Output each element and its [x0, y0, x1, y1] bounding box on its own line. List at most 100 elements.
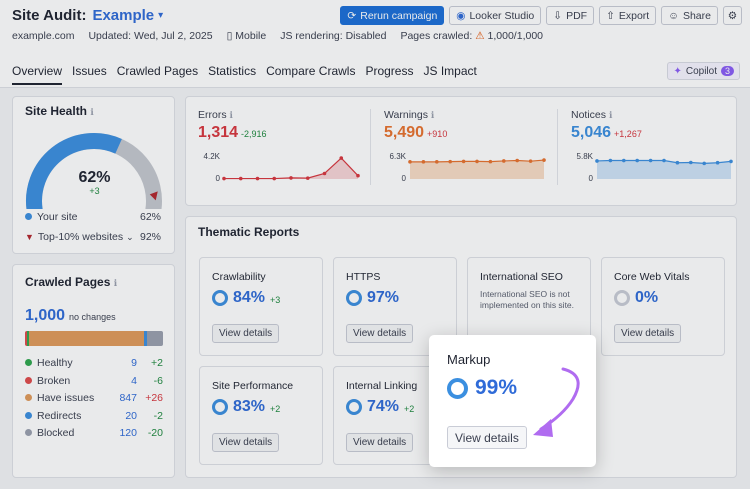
row-label: Broken — [37, 374, 71, 387]
row-label: Healthy — [37, 357, 73, 369]
tab-crawled-pages[interactable]: Crawled Pages — [116, 64, 199, 78]
info-icon[interactable]: ℹ — [608, 110, 613, 120]
legend-your-site: Your site 62% — [25, 211, 161, 223]
markup-report-card[interactable]: Markup 99% View details — [429, 335, 596, 467]
report-score: 84% +3 — [212, 289, 280, 307]
status-dot-icon — [25, 429, 32, 436]
crawled-total-value[interactable]: 1,000 — [25, 307, 66, 324]
crawled-row-redirects[interactable]: Redirects 20 -2 — [25, 410, 163, 422]
sparkline-point — [648, 158, 653, 163]
row-value[interactable]: 847 — [119, 392, 137, 404]
metric-errors[interactable]: Errors ℹ 1,314 -2,916 4.2K 0 — [198, 109, 360, 183]
sparkline-point — [675, 160, 680, 165]
tab-progress[interactable]: Progress — [365, 64, 414, 78]
report-pct: 0% — [635, 289, 659, 306]
info-icon[interactable]: ℹ — [430, 110, 435, 120]
domain-text: example.com — [12, 30, 75, 42]
report-crawlability[interactable]: Crawlability 84% +3 View details — [199, 257, 323, 356]
share-button[interactable]: ☺ Share — [661, 6, 718, 25]
report-name: International SEO — [480, 271, 563, 283]
top10-marker — [149, 191, 158, 201]
report-core-web-vitals[interactable]: Core Web Vitals 0% View details — [601, 257, 725, 356]
metric-value[interactable]: 5,490 — [384, 124, 425, 141]
row-value[interactable]: 20 — [125, 409, 137, 422]
tab-overview[interactable]: Overview — [12, 64, 63, 85]
report-change: +2 — [404, 404, 415, 414]
metric-notices[interactable]: Notices ℹ 5,046 +1,267 5.8K 0 — [571, 109, 733, 183]
progress-ring-icon — [614, 290, 630, 306]
view-details-button[interactable]: View details — [212, 433, 280, 452]
report-name: Site Performance — [212, 380, 294, 392]
markup-view-details-button[interactable]: View details — [447, 426, 527, 449]
legend-label: Top-10% websites — [37, 231, 124, 243]
sparkline-point — [729, 159, 733, 164]
report-pct: 84% — [233, 289, 266, 306]
export-button[interactable]: ⇧ Export — [599, 6, 657, 25]
gear-icon: ⚙ — [727, 9, 738, 22]
pdf-button[interactable]: ⇩ PDF — [546, 6, 595, 25]
report-pct: 83% — [233, 398, 266, 415]
info-icon[interactable]: ℹ — [113, 278, 118, 288]
arrow-annotation-icon — [533, 367, 580, 437]
tab-js-impact[interactable]: JS Impact — [423, 64, 477, 78]
row-change: +2 — [151, 357, 163, 369]
sparkline-point — [595, 159, 599, 163]
metric-value[interactable]: 1,314 — [198, 124, 239, 141]
metric-label: Warnings — [384, 109, 428, 121]
site-health-title-text: Site Health — [25, 104, 88, 118]
looker-studio-button[interactable]: ◉ Looker Studio — [449, 6, 542, 25]
row-value[interactable]: 9 — [131, 357, 137, 369]
view-details-button[interactable]: View details — [614, 324, 682, 343]
legend-top10[interactable]: ▼ Top-10% websites ⌄ 92% — [25, 231, 161, 243]
settings-button[interactable]: ⚙ — [723, 6, 742, 25]
copilot-button[interactable]: ✦ Copilot 3 — [667, 62, 740, 80]
legend-label: Your site — [37, 211, 78, 223]
crawled-row-broken[interactable]: Broken 4 -6 — [25, 375, 163, 387]
info-icon[interactable]: ℹ — [229, 110, 233, 120]
device-text: Mobile — [235, 30, 267, 42]
chevron-down-icon: ⌄ — [126, 232, 134, 242]
view-details-button[interactable]: View details — [346, 324, 414, 343]
pages-crawled-value: 1,000/1,000 — [487, 30, 543, 42]
tab-issues[interactable]: Issues — [72, 64, 107, 78]
view-details-button[interactable]: View details — [212, 324, 280, 343]
tab-statistics[interactable]: Statistics — [208, 64, 257, 78]
report-pct: 97% — [367, 289, 400, 306]
crawled-row-have-issues[interactable]: Have issues 847 +26 — [25, 392, 163, 404]
rerun-campaign-button[interactable]: ⟳ Rerun campaign — [340, 6, 445, 25]
report-score: 0% — [614, 289, 658, 307]
info-icon[interactable]: ℹ — [90, 107, 94, 117]
meta-row: example.com Updated: Wed, Jul 2, 2025 ▯ … — [12, 30, 543, 42]
metric-warnings[interactable]: Warnings ℹ 5,490 +910 6.3K 0 — [384, 109, 546, 183]
report-site-performance[interactable]: Site Performance 83% +2 View details — [199, 366, 323, 465]
row-change: -6 — [153, 374, 163, 387]
row-value[interactable]: 120 — [119, 427, 137, 439]
row-value[interactable]: 4 — [131, 374, 137, 387]
metric-change: +1,267 — [614, 129, 642, 139]
tab-compare-crawls[interactable]: Compare Crawls — [266, 64, 356, 78]
legend-value: 62% — [139, 211, 161, 223]
bar-segment — [25, 331, 27, 346]
site-health-card: Site Health ℹ 62% +3 Your site 62% ▼ Top-… — [12, 96, 175, 254]
warning-icon: ⚠ — [475, 30, 485, 42]
share-label: Share — [682, 9, 711, 22]
bar-segment — [146, 331, 163, 346]
upload-icon: ⇧ — [606, 9, 615, 22]
sparkline-point — [635, 158, 639, 163]
chevron-down-icon[interactable]: ▾ — [158, 10, 164, 21]
sparkline-point — [408, 160, 412, 164]
view-details-button[interactable]: View details — [346, 433, 414, 452]
report-score: 83% +2 — [212, 398, 280, 416]
project-selector[interactable]: Example — [92, 7, 155, 24]
metric-value[interactable]: 5,046 — [571, 124, 612, 141]
page-title: Site Audit: — [12, 7, 87, 24]
pdf-label: PDF — [566, 9, 588, 22]
sparkline-axis-label: 0 — [402, 174, 407, 183]
metric-sparkline: 6.3K 0 — [390, 152, 546, 183]
crawled-row-healthy[interactable]: Healthy 9 +2 — [25, 357, 163, 369]
sparkline-axis-label: 5.8K — [577, 152, 594, 161]
crawled-row-blocked[interactable]: Blocked 120 -20 — [25, 427, 163, 439]
row-change: -2 — [153, 409, 163, 422]
progress-ring-icon — [447, 377, 468, 399]
progress-ring-icon — [346, 290, 362, 306]
